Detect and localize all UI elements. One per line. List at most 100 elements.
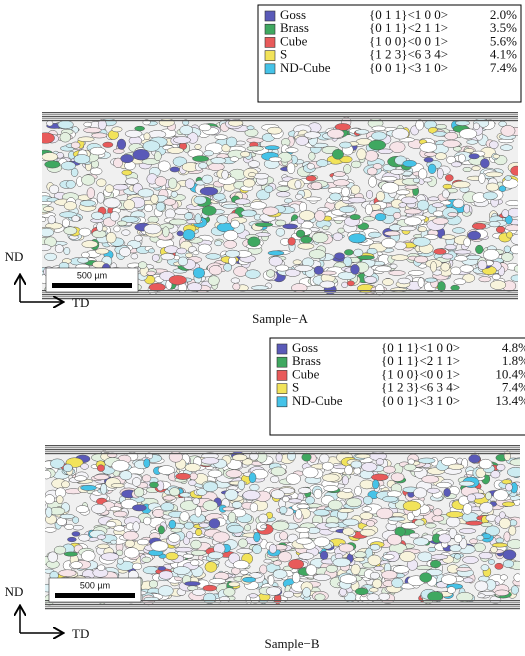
grain [436, 124, 447, 129]
grain [496, 538, 504, 543]
grain [354, 467, 361, 474]
grain [451, 285, 460, 290]
edge-band [45, 606, 520, 607]
grain [271, 490, 284, 499]
grain [442, 254, 453, 259]
scale-bar [55, 593, 135, 598]
grain [164, 199, 176, 206]
grain [403, 501, 421, 511]
grain [117, 221, 127, 226]
grain [368, 232, 381, 238]
grain [276, 192, 290, 197]
grain [311, 182, 322, 190]
grain [450, 545, 462, 552]
grain [445, 174, 453, 181]
legend-name: ND-Cube [292, 393, 343, 408]
grain [42, 470, 51, 479]
grain [223, 507, 235, 511]
grain [62, 219, 69, 228]
grain [351, 185, 360, 194]
grain [180, 493, 191, 497]
grain [469, 455, 481, 463]
grain [264, 559, 272, 563]
grain [156, 202, 165, 211]
grain [95, 248, 108, 254]
grain [235, 199, 251, 205]
grain [391, 473, 404, 482]
grain [314, 266, 323, 275]
grain [224, 240, 237, 248]
grain [244, 525, 250, 531]
grain [478, 594, 486, 598]
grain [121, 154, 134, 162]
grain [304, 132, 320, 139]
grain [247, 146, 264, 151]
grain [340, 575, 357, 584]
grain [79, 228, 91, 236]
grain [97, 222, 103, 231]
grain [389, 271, 406, 276]
grain [161, 503, 174, 512]
grain [295, 509, 302, 519]
grain [390, 169, 404, 174]
grain [493, 490, 508, 501]
grain [404, 209, 421, 214]
grain [499, 512, 505, 519]
grain [417, 200, 429, 210]
grain [486, 183, 499, 191]
grain [341, 187, 349, 197]
grain [481, 523, 492, 527]
grain [250, 484, 260, 491]
grain [124, 200, 135, 210]
grain [313, 574, 330, 581]
grain [333, 233, 343, 241]
grain [183, 229, 195, 239]
grain [326, 565, 337, 572]
grain [73, 525, 84, 530]
grain [248, 237, 261, 247]
grain [277, 186, 290, 191]
grain [266, 270, 274, 278]
grain [501, 125, 515, 136]
grain [472, 223, 486, 229]
grain [74, 154, 90, 163]
grain [259, 514, 268, 523]
axis-label: TD [72, 295, 89, 310]
grain [97, 465, 104, 472]
grain [148, 249, 154, 253]
grain [490, 280, 506, 289]
grain [269, 157, 282, 162]
grain [40, 217, 46, 222]
grain [322, 474, 339, 482]
grain [168, 534, 180, 543]
grain [37, 133, 55, 144]
legend-swatch [277, 344, 287, 354]
grain [451, 267, 461, 275]
grain [343, 488, 353, 492]
grain [428, 197, 439, 201]
grain [91, 504, 106, 513]
grain [363, 217, 375, 222]
grain [342, 476, 348, 485]
grain [48, 552, 58, 563]
grain [230, 157, 239, 162]
grain [134, 235, 142, 241]
grain [514, 574, 522, 582]
grain [355, 130, 369, 135]
grain [464, 238, 471, 247]
panel: Goss{0 1 1}<1 0 0>4.8%Brass{0 1 1}<2 1 1… [5, 338, 525, 651]
grain [78, 257, 89, 263]
grain [439, 534, 451, 543]
grain [80, 200, 96, 206]
grain [295, 194, 302, 199]
grain [466, 521, 483, 525]
grain [224, 588, 236, 597]
grain [162, 227, 169, 237]
grain [479, 459, 492, 469]
grain [489, 221, 500, 227]
grain [288, 559, 303, 569]
grain [456, 567, 471, 571]
grain [288, 237, 296, 245]
grain [223, 204, 239, 208]
grain [284, 198, 292, 203]
